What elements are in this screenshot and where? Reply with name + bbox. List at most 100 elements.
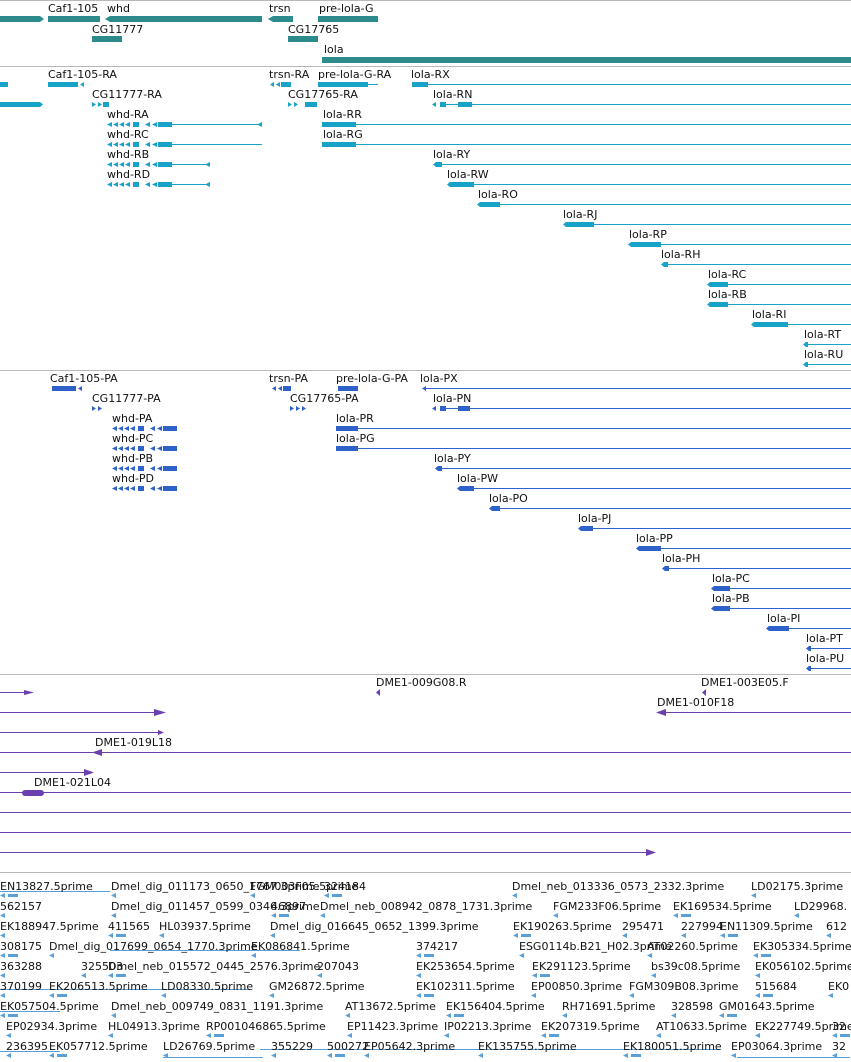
- est-glyph[interactable]: [673, 913, 678, 918]
- transcript-label[interactable]: lola-RR: [323, 108, 362, 121]
- est-glyph[interactable]: [719, 1013, 724, 1018]
- gene-glyph-whd[interactable]: [110, 16, 262, 22]
- est-label[interactable]: 32: [832, 1040, 846, 1053]
- transcript-label[interactable]: lola-RN: [433, 88, 473, 101]
- protein-label[interactable]: whd-PB: [112, 452, 154, 465]
- transcript-glyph[interactable]: [48, 82, 78, 87]
- est-glyph[interactable]: [753, 953, 758, 958]
- clone-glyph[interactable]: [646, 849, 656, 856]
- transcript-label[interactable]: whd-RB: [107, 148, 150, 161]
- gene-glyph-cg11777[interactable]: [92, 36, 122, 42]
- transcript-label[interactable]: lola-RT: [804, 328, 842, 341]
- transcript-label[interactable]: lola-RC: [708, 268, 747, 281]
- est-glyph[interactable]: [324, 893, 329, 898]
- est-glyph[interactable]: [251, 953, 256, 958]
- est-glyph[interactable]: [108, 933, 113, 938]
- est-glyph[interactable]: [416, 953, 421, 958]
- est-label[interactable]: 207043: [317, 960, 359, 973]
- protein-label[interactable]: lola-PR: [336, 412, 374, 425]
- est-glyph[interactable]: [446, 1013, 451, 1018]
- est-label[interactable]: Dmel_dig_011173_0650_1767.3prime: [111, 880, 320, 893]
- est-label[interactable]: AT13672.5prime: [345, 1000, 436, 1013]
- est-glyph[interactable]: [651, 973, 656, 978]
- protein-label[interactable]: lola-PB: [712, 592, 750, 605]
- transcript-label[interactable]: whd-RC: [107, 128, 149, 141]
- protein-label[interactable]: lola-PU: [806, 652, 845, 665]
- transcript-label[interactable]: lola-RG: [323, 128, 363, 141]
- protein-label[interactable]: lola-PX: [420, 372, 458, 385]
- est-label[interactable]: EK305334.5prime: [753, 940, 851, 953]
- gene-label[interactable]: CG11777: [92, 23, 144, 36]
- est-label[interactable]: 46897: [271, 900, 306, 913]
- protein-label[interactable]: lola-PT: [806, 632, 843, 645]
- protein-label[interactable]: lola-PP: [636, 532, 673, 545]
- est-label[interactable]: 308175: [0, 940, 42, 953]
- protein-label[interactable]: whd-PA: [112, 412, 153, 425]
- est-label[interactable]: EK135755.5prime: [478, 1040, 577, 1053]
- protein-label[interactable]: Caf1-105-PA: [50, 372, 118, 385]
- est-label[interactable]: GM26872.5prime: [269, 980, 365, 993]
- est-label[interactable]: EK180051.5prime: [623, 1040, 722, 1053]
- est-label[interactable]: 227994: [681, 920, 723, 933]
- est-label[interactable]: EK057712.5prime: [49, 1040, 148, 1053]
- est-glyph[interactable]: [206, 1033, 211, 1038]
- est-label[interactable]: EK190263.5prime: [513, 920, 612, 933]
- est-label[interactable]: GM01643.5prime: [719, 1000, 815, 1013]
- transcript-label[interactable]: lola-RU: [804, 348, 844, 361]
- protein-label[interactable]: lola-PC: [712, 572, 750, 585]
- transcript-label[interactable]: lola-RJ: [563, 208, 598, 221]
- est-glyph[interactable]: [0, 933, 5, 938]
- est-label[interactable]: 515684: [755, 980, 797, 993]
- est-label[interactable]: Dmel_neb_013336_0573_2332.3prime: [512, 880, 725, 893]
- est-label[interactable]: AT10633.5prime: [656, 1020, 747, 1033]
- est-glyph[interactable]: [832, 1053, 837, 1058]
- est-label[interactable]: EK156404.5prime: [446, 1000, 545, 1013]
- est-glyph[interactable]: [320, 913, 325, 918]
- est-label[interactable]: EN11309.5prime: [720, 920, 813, 933]
- est-label[interactable]: LD02175.3prime: [751, 880, 844, 893]
- gene-glyph-lola[interactable]: [322, 57, 851, 63]
- gene-glyph-trsn[interactable]: [273, 16, 293, 22]
- est-glyph[interactable]: [0, 1013, 5, 1018]
- est-label[interactable]: HL04913.3prime: [108, 1020, 200, 1033]
- est-glyph[interactable]: [755, 973, 760, 978]
- est-label[interactable]: EP05642.3prime: [364, 1040, 456, 1053]
- est-glyph[interactable]: [832, 1033, 837, 1038]
- est-glyph[interactable]: [49, 1053, 54, 1058]
- est-glyph[interactable]: [541, 1033, 546, 1038]
- est-label[interactable]: EK206513.5prime: [49, 980, 148, 993]
- est-label[interactable]: Dmel_dig_017699_0654_1770.3prime: [49, 940, 258, 953]
- protein-label[interactable]: lola-PO: [489, 492, 528, 505]
- est-label[interactable]: EK056102.5prime: [755, 960, 851, 973]
- est-glyph[interactable]: [444, 1033, 449, 1038]
- est-label[interactable]: EN13827.5prime: [0, 880, 93, 893]
- est-label[interactable]: 325503: [81, 960, 123, 973]
- est-label[interactable]: LD26769.5prime: [163, 1040, 256, 1053]
- est-glyph[interactable]: [622, 933, 627, 938]
- est-label[interactable]: Dmel_dig_016645_0652_1399.3prime: [270, 920, 479, 933]
- clone-label[interactable]: DME1-003E05.F: [701, 676, 789, 689]
- gene-glyph-cg17765[interactable]: [288, 36, 318, 42]
- est-glyph[interactable]: [512, 893, 517, 898]
- transcript-label[interactable]: lola-RW: [447, 168, 489, 181]
- est-glyph[interactable]: [161, 993, 166, 998]
- est-glyph[interactable]: [111, 913, 116, 918]
- est-label[interactable]: 295471: [622, 920, 664, 933]
- gene-label[interactable]: lola: [324, 43, 344, 56]
- est-label[interactable]: bs39c08.5prime: [651, 960, 741, 973]
- est-glyph[interactable]: [111, 1013, 116, 1018]
- transcript-label[interactable]: lola-RI: [752, 308, 787, 321]
- est-glyph[interactable]: [327, 1053, 332, 1058]
- est-glyph[interactable]: [250, 893, 255, 898]
- est-label[interactable]: EK291123.5prime: [532, 960, 631, 973]
- est-label[interactable]: HL03937.5prime: [159, 920, 251, 933]
- clone-label[interactable]: DME1-009G08.R: [376, 676, 467, 689]
- est-glyph[interactable]: [0, 993, 5, 998]
- transcript-label[interactable]: trsn-RA: [269, 68, 310, 81]
- est-glyph[interactable]: [111, 893, 116, 898]
- est-glyph[interactable]: [269, 993, 274, 998]
- est-glyph[interactable]: [0, 953, 5, 958]
- est-glyph[interactable]: [562, 1013, 567, 1018]
- clone-glyph[interactable]: [84, 769, 94, 776]
- est-label[interactable]: FGM003F05.5prime: [250, 880, 359, 893]
